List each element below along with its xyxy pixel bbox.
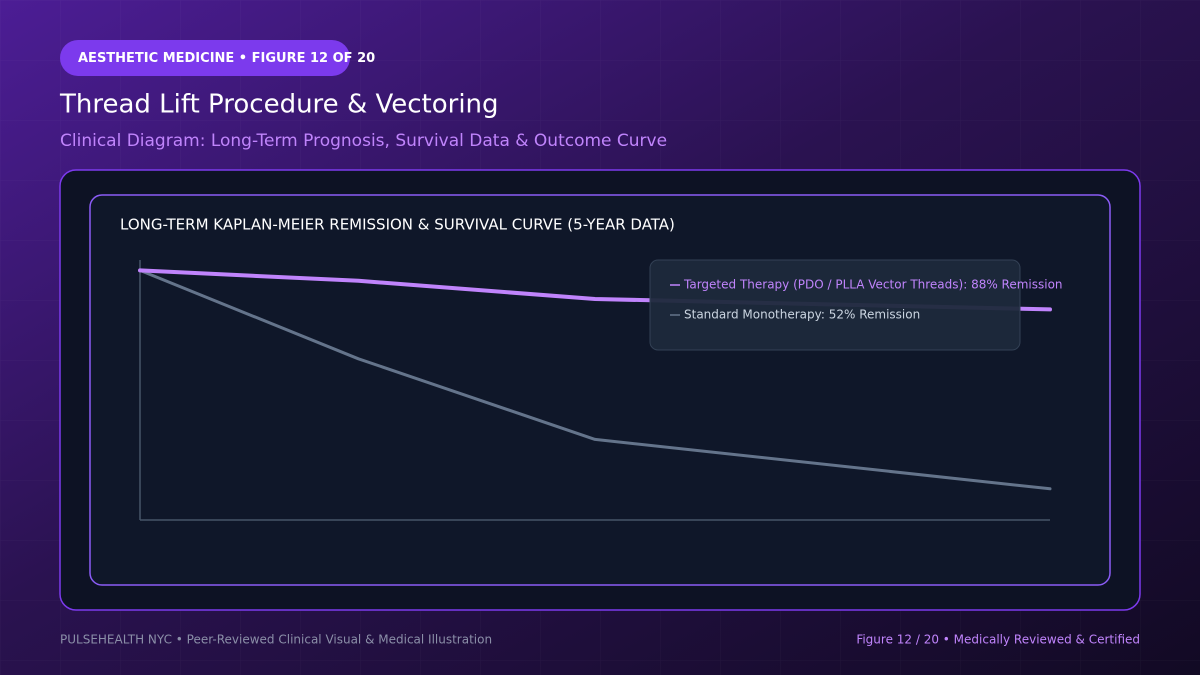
badge-text: AESTHETIC MEDICINE • FIGURE 12 OF 20 bbox=[78, 51, 375, 66]
series-line bbox=[138, 268, 1052, 491]
footer-left: PULSEHEALTH NYC • Peer-Reviewed Clinical… bbox=[60, 633, 492, 647]
footer-right: Figure 12 / 20 • Medically Reviewed & Ce… bbox=[856, 633, 1140, 647]
legend: Targeted Therapy (PDO / PLLA Vector Thre… bbox=[649, 259, 1063, 351]
legend-label: Standard Monotherapy: 52% Remission bbox=[684, 308, 920, 322]
chart-title: LONG-TERM KAPLAN-MEIER REMISSION & SURVI… bbox=[120, 216, 675, 234]
chart-panel bbox=[89, 194, 1111, 586]
legend-box bbox=[649, 259, 1021, 351]
badge bbox=[60, 40, 350, 76]
title: Thread Lift Procedure & Vectoring bbox=[59, 90, 499, 120]
legend-label: Targeted Therapy (PDO / PLLA Vector Thre… bbox=[683, 278, 1063, 292]
subtitle: Clinical Diagram: Long-Term Prognosis, S… bbox=[60, 131, 667, 151]
